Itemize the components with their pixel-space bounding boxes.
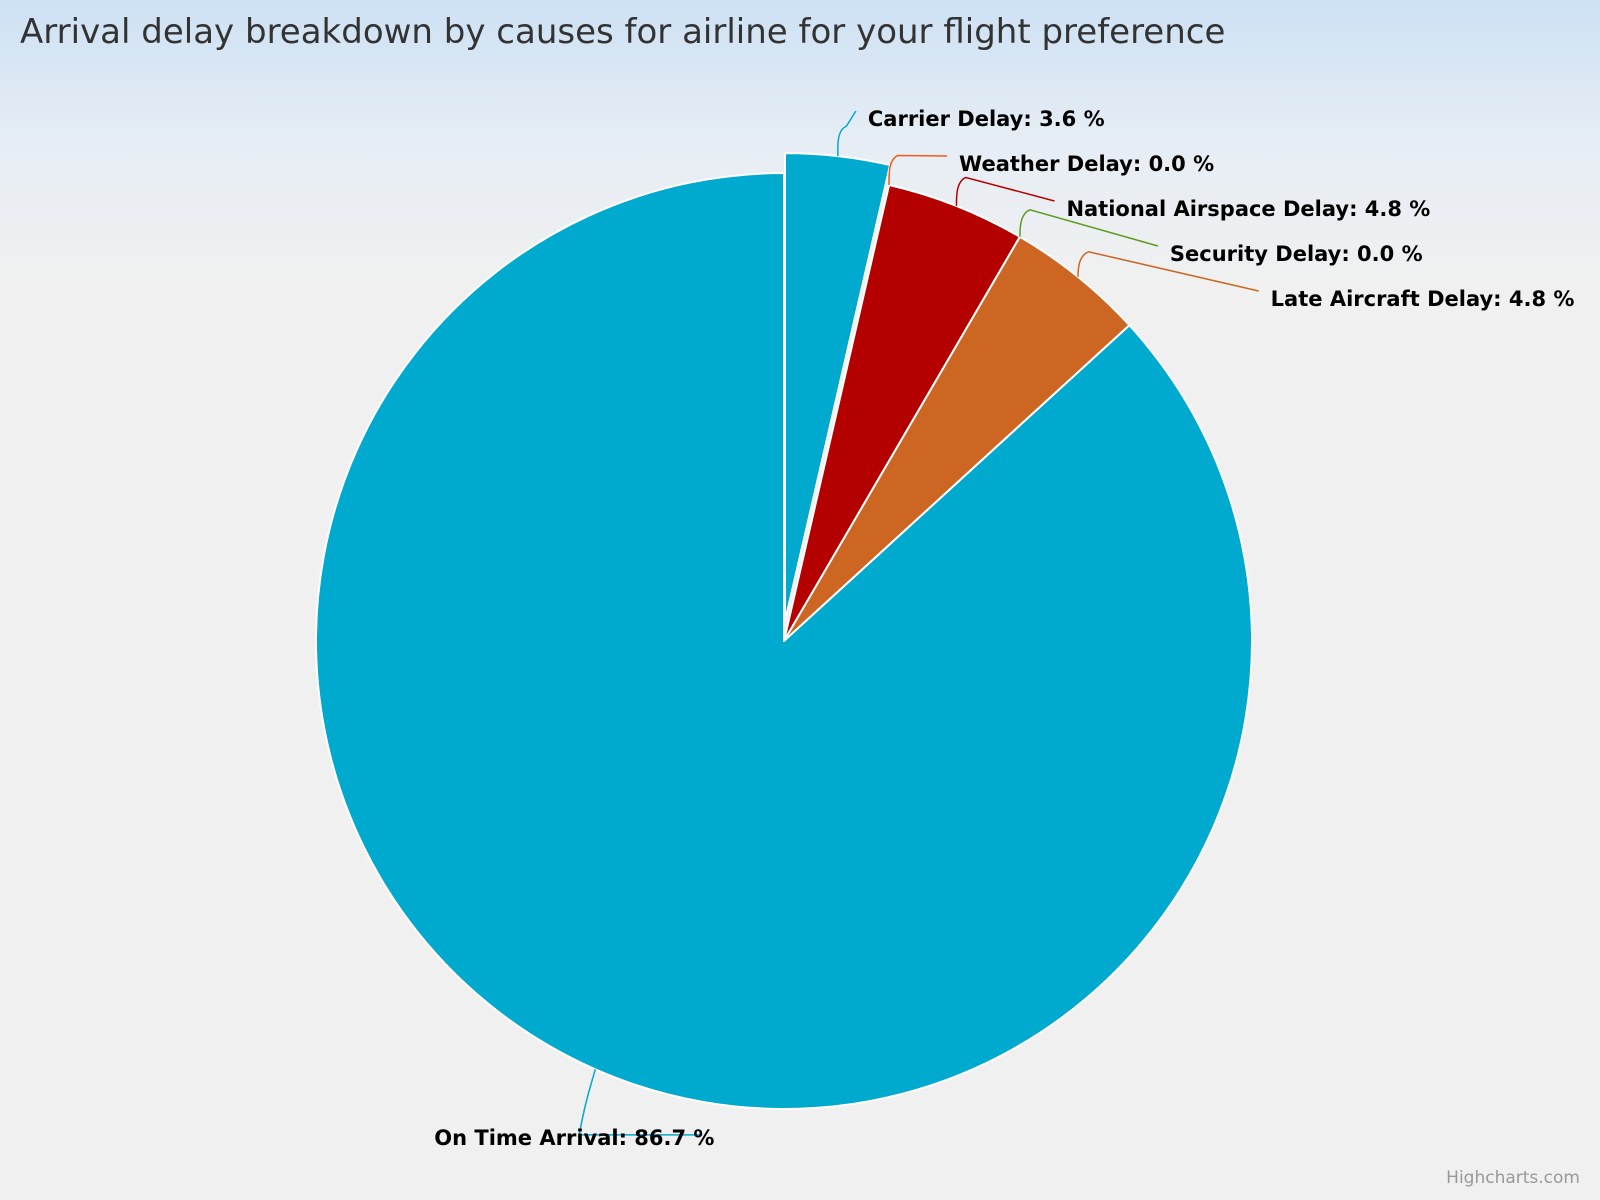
- data-label-weather-delay: Weather Delay: 0.0 %: [959, 152, 1214, 176]
- data-label-national-airspace-delay: National Airspace Delay: 4.8 %: [1066, 197, 1430, 221]
- data-label-on-time-arrival: On Time Arrival: 86.7 %: [434, 1126, 714, 1150]
- credits-link[interactable]: Highcharts.com: [1446, 1168, 1580, 1188]
- data-label-carrier-delay: Carrier Delay: 3.6 %: [868, 107, 1105, 131]
- label-connector-late-aircraft-delay: [1077, 250, 1259, 292]
- label-connectors: [578, 110, 1259, 1136]
- label-connector-weather-delay: [888, 154, 948, 185]
- data-label-late-aircraft-delay: Late Aircraft Delay: 4.8 %: [1271, 287, 1575, 311]
- data-label-security-delay: Security Delay: 0.0 %: [1170, 242, 1423, 266]
- label-connector-on-time-arrival: [578, 1069, 703, 1136]
- pie-slice-on-time-arrival[interactable]: [315, 172, 1253, 1110]
- label-connector-carrier-delay: [837, 110, 857, 157]
- chart-title: Arrival delay breakdown by causes for ai…: [20, 12, 1226, 52]
- data-labels: Carrier Delay: 3.6 % Weather Delay: 0.0 %…: [434, 107, 1574, 1150]
- pie-slices: [315, 152, 1253, 1110]
- label-connector-security-delay: [1019, 209, 1159, 247]
- label-connector-national-airspace-delay: [955, 176, 1055, 206]
